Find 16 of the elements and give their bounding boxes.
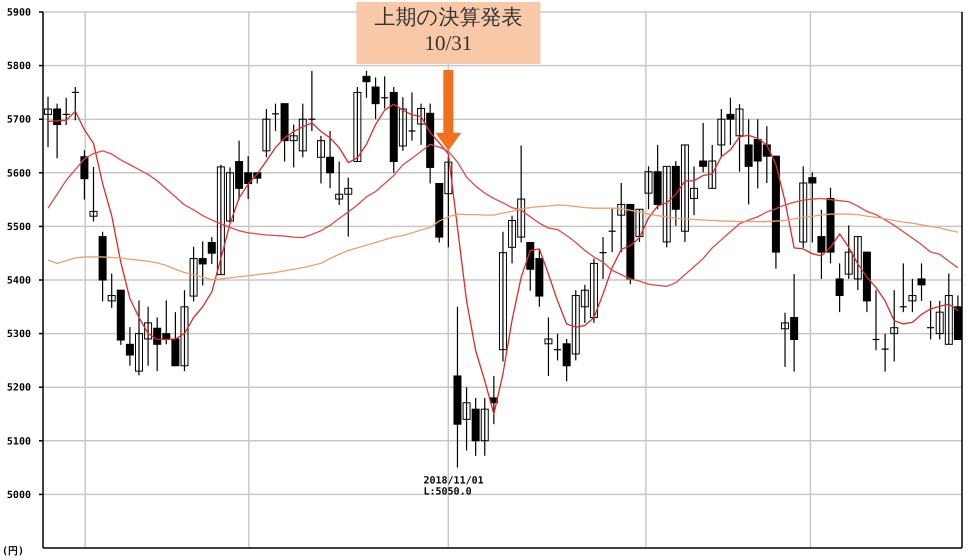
annotation: 2018/11/01 L:5050.0 — [423, 476, 484, 498]
y-tick-label: 5500 — [6, 222, 31, 233]
line-series — [47, 204, 959, 280]
y-tick-label: 5200 — [6, 382, 31, 394]
y-tick-label: 5900 — [6, 8, 31, 18]
y-tick-label: 5700 — [6, 114, 31, 126]
y-tick-label: 5800 — [6, 61, 31, 72]
callout: 上期の決算発表 10/31 — [356, 2, 540, 64]
line-series — [47, 144, 959, 288]
y-tick-label: 5100 — [6, 436, 31, 448]
y-tick-label: 5000 — [6, 490, 31, 501]
annotation: 上期の決算発表 10/31 — [374, 5, 522, 55]
y-axis-title: (円) — [2, 546, 24, 557]
y-tick-label: 5300 — [6, 329, 31, 340]
y-tick-label: 5400 — [6, 276, 31, 286]
y-tick-label: 5600 — [6, 168, 31, 180]
